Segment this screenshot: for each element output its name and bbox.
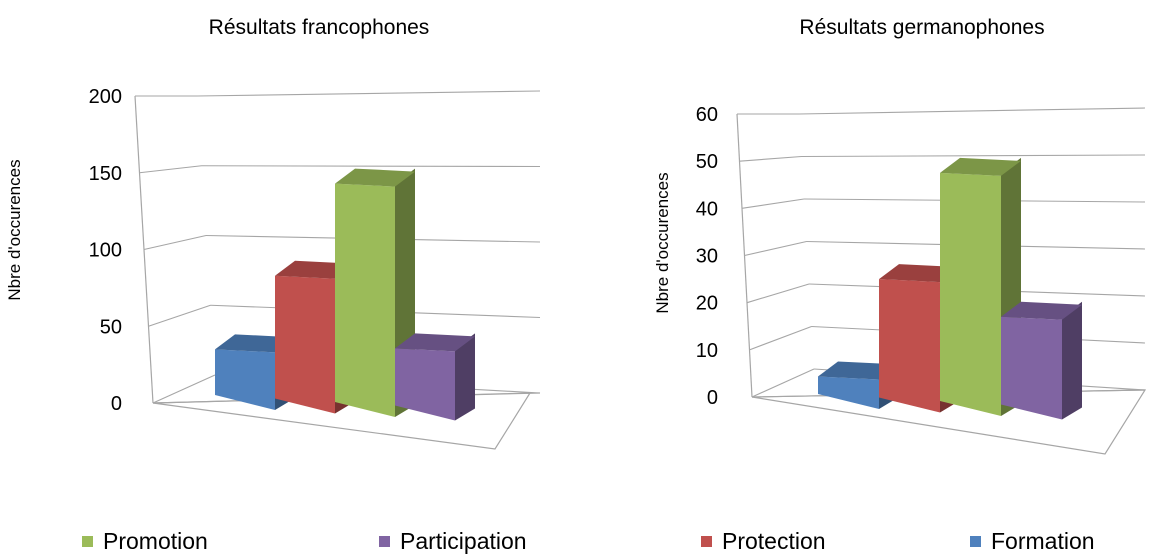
bar-germanophone-protection-front [879,279,940,413]
gridline-germanophone-50 [801,154,1146,158]
y-tick-label-germanophone-10: 10 [696,340,718,362]
gridline-francophone-0-side [152,374,216,404]
gridline-germanophone-40-side [741,198,805,209]
bar-francophone-formation-front [215,349,275,410]
legend-item-formation: Formation [970,528,1095,554]
gridline-germanophone-20-side [746,283,810,304]
legend-swatch-promotion [82,535,93,547]
bar-francophone-promotion-front [335,183,395,417]
bar-francophone-promotion-top [335,168,415,187]
legend-label-participation: Participation [400,528,527,554]
y-tick-label-francophone-150: 150 [89,163,122,185]
bar-germanophone-formation-front [818,376,879,409]
y-tick-label-germanophone-30: 30 [696,246,718,268]
charts-canvas: Résultats francophones Résultats germano… [5,16,1147,455]
bar-germanophone-promotion-top [940,157,1021,176]
bar-francophone-participation-front [395,348,455,421]
gridline-germanophone-10-side [749,325,812,351]
y-tick-label-germanophone-40: 40 [696,198,718,220]
y-tick-label-germanophone-20: 20 [696,293,718,315]
bar-germanophone-participation-side [1062,301,1082,420]
legend-item-participation: Participation [379,528,527,554]
gridline-francophone-100-side [143,234,207,251]
legend-swatch-formation [970,535,981,547]
bar-germanophone-protection-top [879,264,960,283]
bar-germanophone-formation-top [818,361,899,380]
gridline-germanophone-0-side [751,368,815,398]
legend-label-protection: Protection [722,528,826,554]
y-tick-label-francophone-0: 0 [111,393,122,415]
gridline-francophone-150-side [139,165,202,174]
bar-francophone-protection-front [275,275,335,414]
bar-germanophone-participation [1001,301,1082,420]
legend-swatch-protection [701,535,712,547]
legend-swatch-participation [379,535,390,547]
bar-germanophone-promotion-front [940,172,1001,416]
chart-title-germanophone: Résultats germanophones [799,16,1044,39]
y-axis-label-francophone: Nbre d'occurences [5,159,24,300]
gridline-francophone-150 [201,165,541,168]
legend-item-promotion: Promotion [82,528,208,554]
y-tick-label-francophone-100: 100 [89,240,122,262]
legend-item-protection: Protection [701,528,826,554]
bar-francophone-participation-side [455,333,475,421]
y-tick-label-germanophone-0: 0 [707,387,718,409]
legend: Promotion Participation Protection Forma… [0,528,1158,558]
gridline-germanophone-60 [798,107,1146,115]
gridline-germanophone-30-side [744,240,807,257]
legend-label-promotion: Promotion [103,528,208,554]
gridline-germanophone-50-side [739,155,802,162]
legend-label-formation: Formation [991,528,1095,554]
plot-area-germanophone: 0 10 20 30 40 50 60 [696,104,1147,455]
gridline-francophone-200 [196,90,541,97]
y-tick-label-francophone-200: 200 [89,86,122,108]
y-tick-label-germanophone-50: 50 [696,151,718,173]
y-tick-label-francophone-50: 50 [100,316,122,338]
bar-germanophone-participation-front [1001,316,1062,420]
y-axis-label-germanophone: Nbre d'occurences [653,172,672,313]
gridline-francophone-50-side [148,304,211,327]
bar-francophone-participation-top [395,333,475,352]
bar-francophone-participation [395,333,475,421]
plot-area-francophone: 0 50 100 150 200 [89,86,541,450]
bar-germanophone-participation-top [1001,301,1082,320]
chart-title-francophone: Résultats francophones [209,16,430,39]
y-tick-label-germanophone-60: 60 [696,104,718,126]
